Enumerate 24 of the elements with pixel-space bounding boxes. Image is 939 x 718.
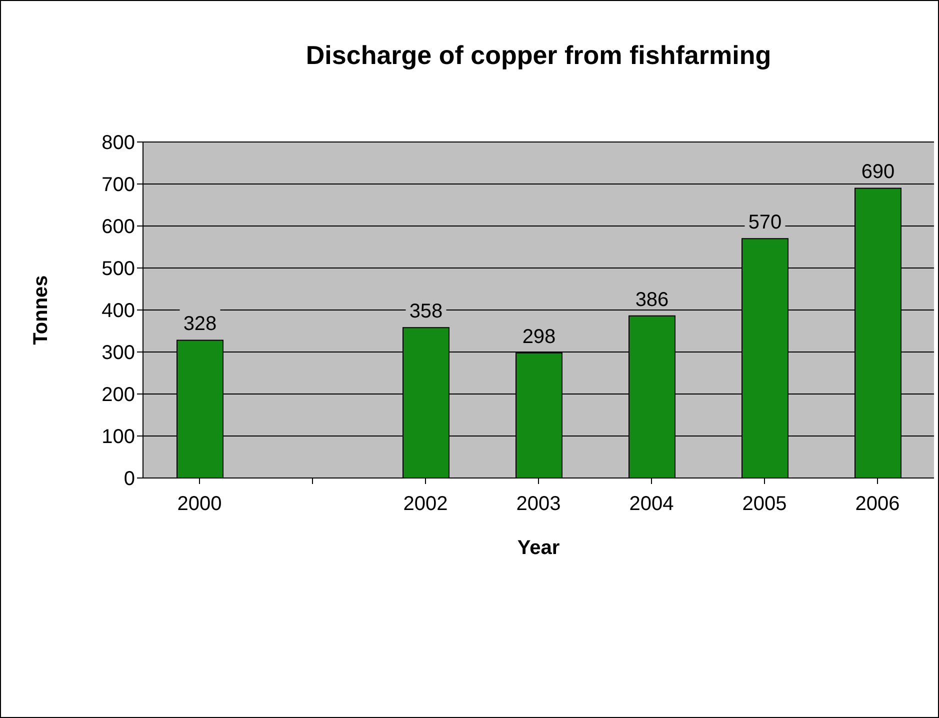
data-label: 298 <box>522 326 556 348</box>
data-label: 690 <box>861 161 895 184</box>
y-tick-label: 200 <box>102 384 135 406</box>
y-tick-label: 800 <box>102 132 135 154</box>
y-tick-label: 100 <box>102 426 135 448</box>
data-label: 358 <box>409 300 443 323</box>
x-axis-title: Year <box>517 537 560 560</box>
x-tick-label: 2002 <box>403 493 448 516</box>
data-label: 570 <box>748 212 782 234</box>
x-tick-label: 2004 <box>629 493 674 516</box>
y-tick-label: 600 <box>102 216 135 238</box>
x-tick-label: 2003 <box>516 493 561 516</box>
x-tick-label: 2000 <box>177 493 222 516</box>
x-tick-label: 2005 <box>742 493 787 516</box>
x-tick-label: 2006 <box>855 493 900 516</box>
y-tick-label: 500 <box>102 258 135 280</box>
y-tick-label: 300 <box>102 342 135 364</box>
y-tick-label: 0 <box>124 468 135 490</box>
data-label: 386 <box>635 288 669 311</box>
chart-title: Discharge of copper from fishfarming <box>304 40 772 71</box>
y-axis-title: Tonnes <box>30 275 52 345</box>
data-label: 328 <box>183 313 217 336</box>
y-tick-label: 700 <box>102 174 135 196</box>
y-tick-label: 400 <box>102 300 135 322</box>
